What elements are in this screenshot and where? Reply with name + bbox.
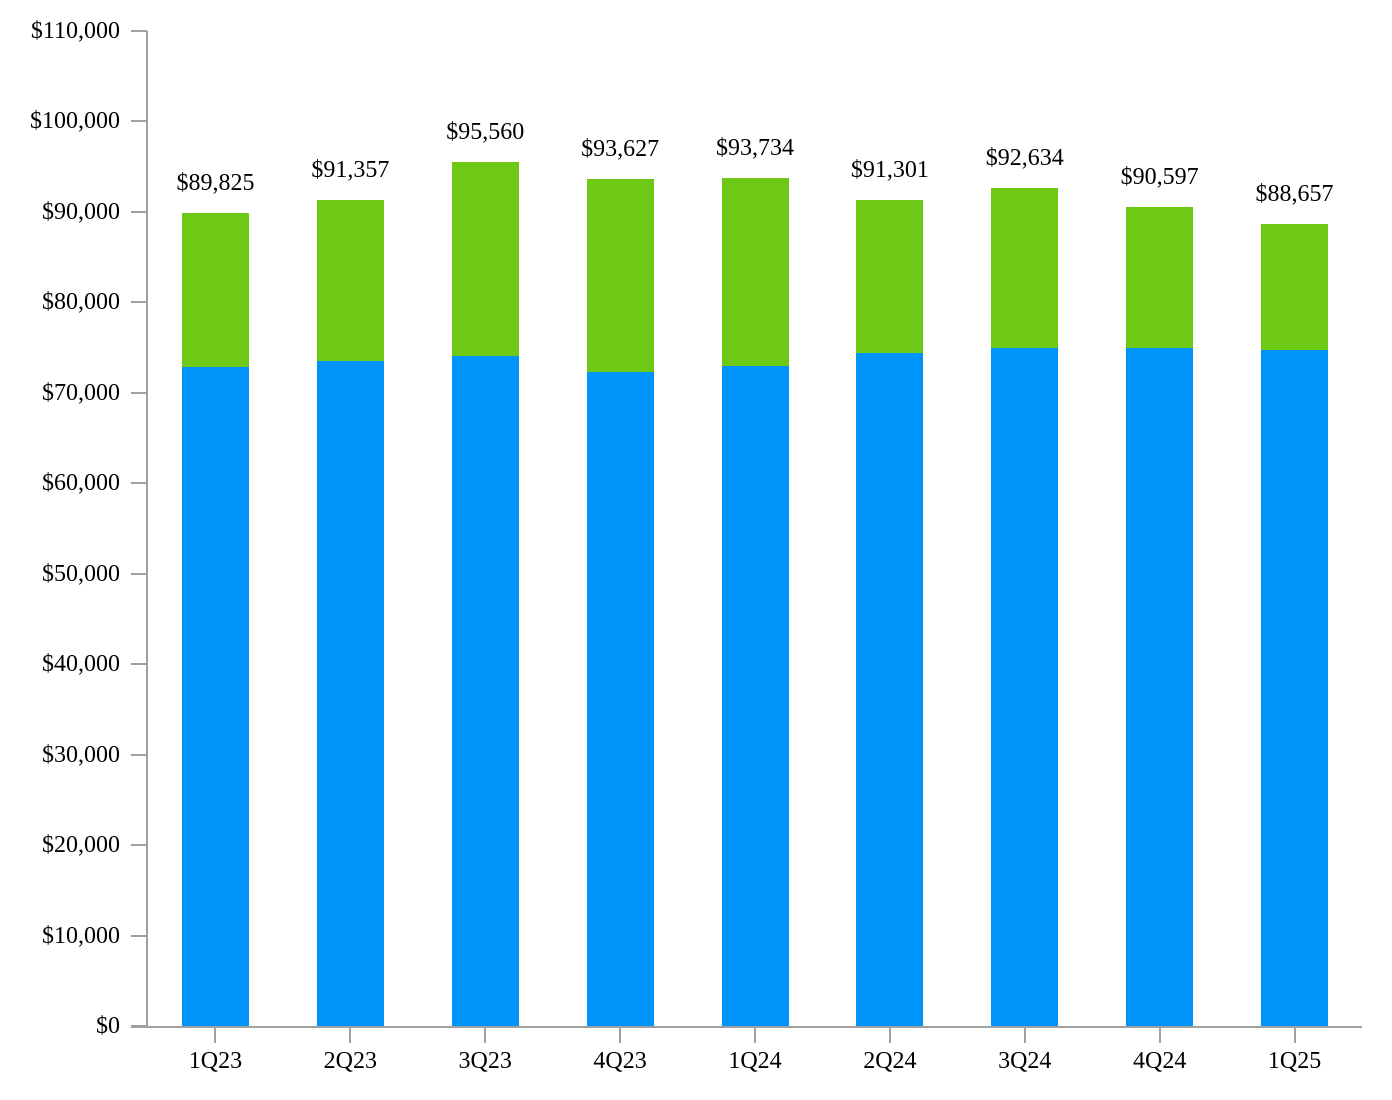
y-axis-line xyxy=(146,31,148,1028)
bar-bottom-segment xyxy=(586,372,654,1026)
y-axis-tick-label: $100,000 xyxy=(30,108,120,135)
y-axis-tick-label: $10,000 xyxy=(42,922,120,949)
bar-top-segment xyxy=(721,178,789,366)
y-axis-tick-label: $0 xyxy=(96,1013,120,1039)
y-axis-tick xyxy=(131,301,147,304)
y-axis-tick xyxy=(131,391,147,394)
bar-top-segment xyxy=(316,199,384,362)
bar-total-label: $93,627 xyxy=(581,136,660,163)
bar-top-segment xyxy=(1261,224,1329,351)
x-axis-tick xyxy=(1293,1028,1296,1043)
bar-top-segment xyxy=(991,188,1059,349)
x-axis-tick xyxy=(1158,1028,1161,1043)
x-axis-tick-label: 1Q23 xyxy=(188,1048,243,1074)
x-axis-tick-label: 1Q25 xyxy=(1267,1048,1322,1074)
x-axis-tick xyxy=(888,1028,891,1043)
bar-top-segment xyxy=(181,213,249,368)
bar-total-label: $89,825 xyxy=(176,170,255,197)
x-axis-tick-label: 4Q23 xyxy=(593,1048,647,1074)
bar-top-segment xyxy=(451,161,519,356)
x-axis-tick-label: 3Q24 xyxy=(998,1048,1052,1074)
y-axis-tick xyxy=(131,844,147,847)
y-axis-tick-label: $70,000 xyxy=(42,379,120,406)
y-axis-tick-label: $40,000 xyxy=(42,651,120,678)
x-axis-tick xyxy=(484,1028,487,1043)
x-axis-tick xyxy=(754,1028,756,1043)
y-axis-tick xyxy=(131,30,147,32)
y-axis-tick xyxy=(131,753,147,756)
y-axis-tick xyxy=(131,482,147,485)
x-axis-tick xyxy=(349,1028,352,1043)
y-axis-tick-label: $110,000 xyxy=(30,18,120,44)
bar-bottom-segment xyxy=(1261,350,1329,1026)
bar-bottom-segment xyxy=(451,355,519,1026)
x-axis-tick-label: 3Q23 xyxy=(458,1048,512,1074)
x-axis-line xyxy=(131,1026,1362,1028)
y-axis-tick-label: $90,000 xyxy=(42,198,120,225)
bar-bottom-segment xyxy=(1126,348,1194,1026)
y-axis-tick-label: $60,000 xyxy=(42,470,120,497)
x-axis-tick xyxy=(619,1028,622,1043)
bar-bottom-segment xyxy=(991,348,1059,1026)
y-axis-tick-label: $50,000 xyxy=(42,560,120,587)
bar-total-label: $91,357 xyxy=(311,156,390,183)
bar-top-segment xyxy=(856,200,924,354)
bar-bottom-segment xyxy=(316,361,384,1026)
y-axis-tick xyxy=(131,210,147,213)
bar-bottom-segment xyxy=(181,367,249,1026)
x-axis-tick xyxy=(1023,1028,1026,1043)
bar-total-label: $90,597 xyxy=(1120,163,1199,190)
y-axis-tick xyxy=(131,120,147,123)
y-axis-tick xyxy=(131,934,147,937)
bar-bottom-segment xyxy=(856,353,924,1026)
x-axis-tick-label: 2Q24 xyxy=(863,1048,917,1074)
y-axis-tick xyxy=(131,572,147,575)
bar-total-label: $91,301 xyxy=(850,157,929,184)
bar-total-label: $95,560 xyxy=(446,118,525,145)
x-axis-tick xyxy=(214,1028,217,1043)
y-axis-tick-label: $20,000 xyxy=(42,832,120,859)
bar-total-label: $92,634 xyxy=(985,145,1064,172)
x-axis-tick-label: 1Q24 xyxy=(728,1048,782,1074)
y-axis-tick-label: $30,000 xyxy=(42,741,120,768)
y-axis-tick-label: $80,000 xyxy=(42,289,120,316)
y-axis-tick xyxy=(131,663,147,666)
x-axis-tick-label: 4Q24 xyxy=(1132,1048,1187,1074)
bar-total-label: $88,657 xyxy=(1255,181,1334,208)
bar-total-label: $93,734 xyxy=(716,135,794,162)
bar-top-segment xyxy=(586,179,654,372)
bar-bottom-segment xyxy=(721,365,789,1026)
x-axis-tick-label: 2Q23 xyxy=(323,1048,377,1074)
bar-top-segment xyxy=(1126,206,1194,349)
